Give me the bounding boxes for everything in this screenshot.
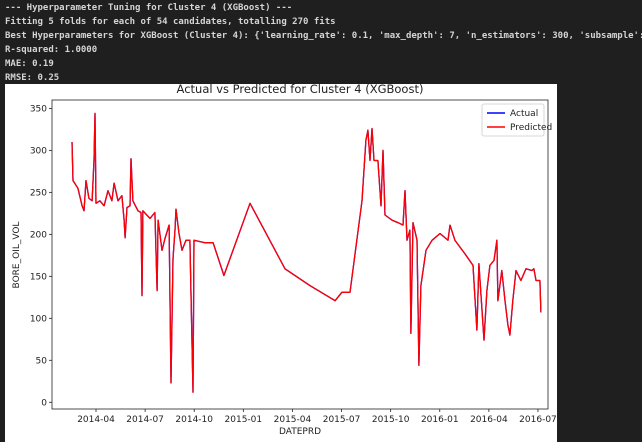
- console-line: --- Hyperparameter Tuning for Cluster 4 …: [5, 3, 293, 13]
- figure: [5, 84, 557, 442]
- legend-box: [481, 103, 545, 137]
- axes-frame: [51, 99, 549, 410]
- y-tick-label: 250: [30, 188, 47, 198]
- x-tick-label: 2014-10: [175, 415, 213, 425]
- x-tick-label: 2016-01: [421, 415, 459, 425]
- y-tick-label: 300: [30, 146, 47, 156]
- console-line: R-squared: 1.0000: [5, 45, 98, 55]
- y-tick-label: 0: [41, 398, 47, 408]
- x-tick-label: 2016-04: [470, 415, 508, 425]
- x-tick-label: 2015-01: [225, 415, 263, 425]
- y-tick-label: 150: [30, 272, 47, 282]
- x-tick-label: 2014-07: [126, 415, 164, 425]
- series-line: [71, 112, 542, 393]
- x-axis-label: DATEPRD: [279, 427, 321, 437]
- console-line: MAE: 0.19: [5, 59, 54, 69]
- x-tick-label: 2015-10: [372, 415, 410, 425]
- chart-title: Actual vs Predicted for Cluster 4 (XGBoo…: [177, 82, 424, 96]
- legend-label: Predicted: [510, 123, 552, 133]
- legend-label: Actual: [510, 109, 538, 119]
- console-line: Fitting 5 folds for each of 54 candidate…: [5, 17, 336, 27]
- y-tick-label: 100: [30, 314, 47, 324]
- x-tick-label: 2015-07: [323, 415, 361, 425]
- y-axis-label: BORE_OIL_VOL: [12, 222, 22, 289]
- y-tick-label: 350: [30, 104, 47, 114]
- x-tick-label: 2014-04: [77, 415, 115, 425]
- y-tick-label: 50: [36, 356, 48, 366]
- console-output: --- Hyperparameter Tuning for Cluster 4 …: [5, 1, 642, 85]
- y-tick-label: 200: [30, 230, 47, 240]
- x-tick-label: 2015-04: [274, 415, 312, 425]
- console-line: RMSE: 0.25: [5, 73, 60, 83]
- x-tick-label: 2016-07: [519, 415, 557, 425]
- console-line: Best Hyperparameters for XGBoost (Cluste…: [5, 31, 642, 41]
